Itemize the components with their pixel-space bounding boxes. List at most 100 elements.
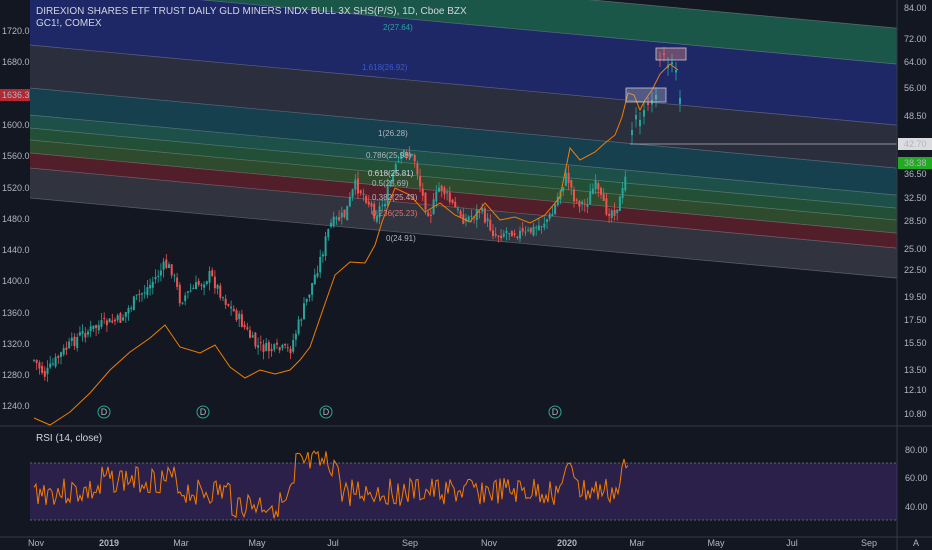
left-axis-tick: 1440.0: [2, 245, 30, 255]
candle-body: [200, 284, 203, 286]
candle-body: [49, 363, 52, 368]
candle-body: [567, 172, 570, 183]
candle-body: [35, 359, 38, 364]
candle-body: [151, 281, 154, 288]
candle-body: [100, 320, 103, 327]
candle-body: [602, 193, 605, 201]
candle-body: [516, 236, 519, 238]
candle-body: [671, 62, 673, 65]
time-axis-label: 2019: [99, 538, 119, 548]
candle-body: [451, 199, 454, 204]
candle-body: [216, 284, 219, 289]
candle-body: [95, 325, 98, 328]
candle-body: [375, 216, 378, 222]
candle-body: [54, 356, 57, 367]
candle-body: [386, 186, 389, 206]
candle-body: [308, 294, 311, 298]
candle-body: [535, 227, 538, 229]
candle-body: [335, 217, 338, 220]
channel-band-0786: [30, 88, 897, 196]
rsi-axis-tick: 40.00: [905, 502, 928, 512]
candle-body: [227, 304, 230, 306]
candle-body: [43, 370, 46, 377]
candle-body: [475, 209, 478, 221]
candle-body: [111, 320, 114, 323]
candle-body: [643, 110, 645, 117]
candle-body: [321, 254, 324, 257]
left-axis-tick: 1600.0: [2, 120, 30, 130]
candle-body: [367, 201, 370, 205]
candle-body: [68, 341, 71, 349]
candle-body: [378, 206, 381, 218]
candle-body: [124, 312, 127, 317]
candle-body: [618, 196, 621, 212]
channel-line: [29, 44, 898, 126]
rsi-axis-tick: 60.00: [905, 473, 928, 483]
candle-body: [508, 233, 511, 235]
candle-body: [581, 201, 584, 204]
candle-body: [249, 330, 251, 338]
candle-body: [510, 231, 513, 237]
time-axis-label: May: [707, 538, 725, 548]
candle-body: [365, 195, 368, 203]
candle-body: [647, 102, 649, 105]
candle-body: [186, 291, 189, 293]
left-axis-tick: 1720.0: [2, 26, 30, 36]
candle-body: [616, 209, 619, 214]
left-axis-tick: 1320.0: [2, 339, 30, 349]
candle-body: [238, 313, 241, 320]
candle-body: [257, 345, 260, 348]
candle-body: [62, 348, 65, 355]
fib-level-label: 0.236(25.23): [372, 209, 418, 218]
fib-level-label: 2(27.64): [383, 23, 413, 32]
compare-symbol-title[interactable]: GC1!, COMEX: [36, 18, 102, 29]
right-axis-tick: 19.50: [904, 292, 927, 302]
right-axis-tick: 56.00: [904, 83, 927, 93]
left-current-price-marker: [0, 89, 30, 101]
fib-level-label: 0.382(25.43): [372, 193, 418, 202]
candle-body: [127, 308, 130, 314]
candle-body: [143, 292, 146, 294]
candle-body: [76, 337, 79, 348]
candle-body: [384, 204, 386, 207]
candle-body: [176, 277, 179, 287]
channel-band-0618: [30, 115, 897, 209]
candle-body: [675, 70, 677, 73]
candle-body: [513, 233, 516, 236]
candle-body: [313, 274, 316, 285]
channel-line: [29, 87, 898, 169]
candle-body: [500, 235, 503, 239]
symbol-title[interactable]: DIREXION SHARES ETF TRUST DAILY GLD MINE…: [36, 6, 467, 17]
candle-body: [610, 210, 613, 218]
candle-body: [583, 203, 586, 205]
candle-body: [470, 215, 473, 217]
candle-body: [605, 198, 608, 215]
candle-body: [373, 203, 376, 219]
candle-body: [543, 223, 546, 228]
candle-body: [631, 130, 633, 136]
candle-body: [456, 208, 459, 211]
channel-line: [29, 127, 898, 209]
channel-line: [29, 152, 898, 234]
candle-body: [284, 343, 287, 346]
fib-level-label: 0.786(25.98): [366, 151, 412, 160]
candle-body: [621, 188, 624, 199]
candle-body: [639, 120, 641, 127]
candle-body: [330, 222, 332, 227]
dividend-marker-label: D: [101, 407, 108, 417]
candle-body: [84, 333, 87, 338]
channel-line: [199, 0, 898, 65]
candle-body: [370, 203, 373, 207]
dividend-marker-label: D: [552, 407, 559, 417]
candle-body: [170, 264, 173, 276]
fib-level-label: 0.5(25.69): [372, 179, 409, 188]
dividend-marker-icon: [97, 405, 111, 419]
channel-band-0382: [30, 140, 897, 234]
rsi-title[interactable]: RSI (14, close): [36, 433, 103, 444]
candle-body: [608, 213, 611, 216]
right-marker-green-label: 38.38: [904, 158, 927, 168]
candle-body: [289, 348, 292, 354]
right-axis-tick: 64.00: [904, 57, 927, 67]
gold-comparison-line: [33, 63, 679, 426]
